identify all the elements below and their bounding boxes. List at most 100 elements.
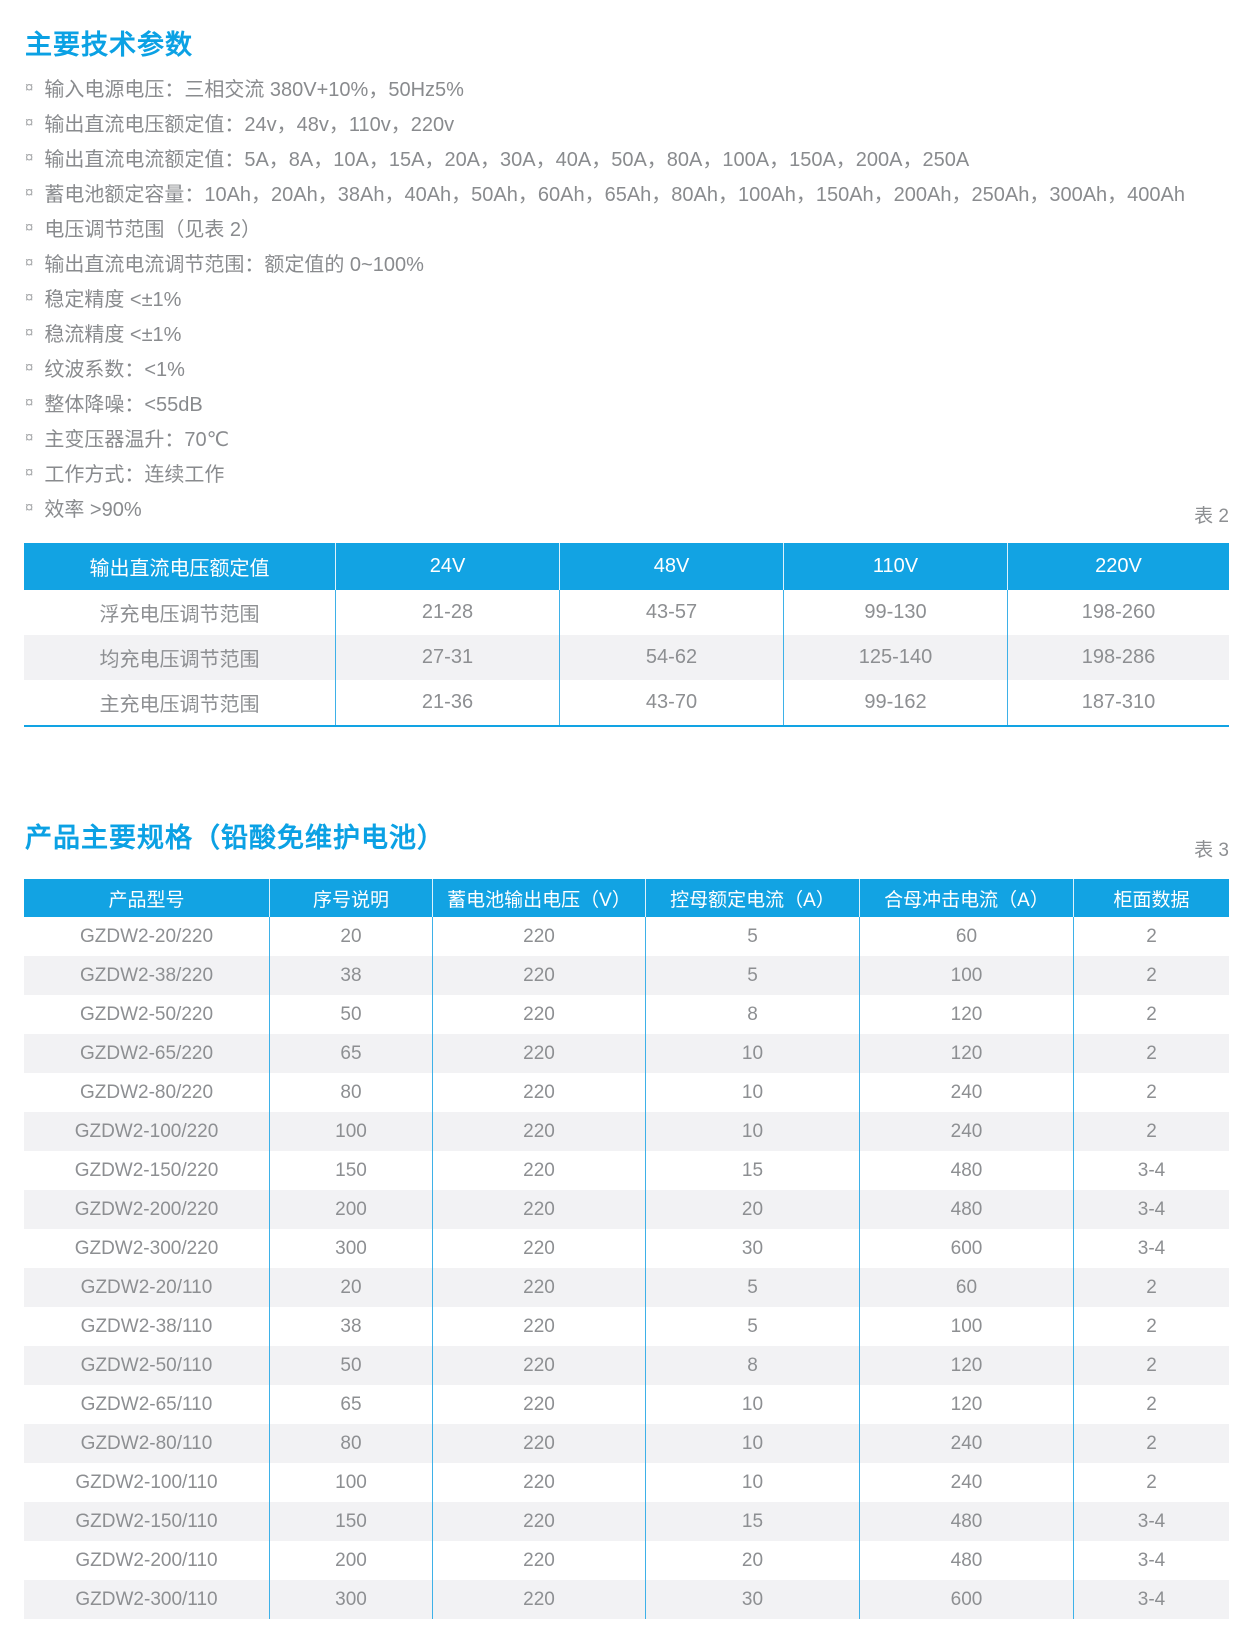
table2-cell: 99-130 xyxy=(783,590,1007,635)
spec-bullet-item: ¤ 工作方式：连续工作 xyxy=(25,455,1226,490)
table3-cell: 220 xyxy=(432,1151,645,1190)
table3-row: GZDW2-150/220 150 220 15 480 3-4 xyxy=(24,1151,1229,1190)
table3-row: GZDW2-65/110 65 220 10 120 2 xyxy=(24,1385,1229,1424)
table2-header-cell: 48V xyxy=(559,543,783,590)
table3-row: GZDW2-80/110 80 220 10 240 2 xyxy=(24,1424,1229,1463)
table3-cell: GZDW2-150/220 xyxy=(74,1159,219,1181)
table3-cell: 3-4 xyxy=(1073,1580,1229,1619)
table3-cell: 480 xyxy=(859,1541,1073,1580)
table3-cell: 60 xyxy=(859,917,1073,956)
table2-row: 均充电压调节范围 27-31 54-62 125-140 198-286 xyxy=(24,635,1229,680)
bullet-icon: ¤ xyxy=(25,464,34,481)
table3-cell: GZDW2-300/220 xyxy=(74,1237,219,1259)
table3-cell: 220 xyxy=(432,1034,645,1073)
spec-bullet-item: ¤ 输出直流电压额定值：24v，48v，110v，220v xyxy=(25,105,1226,140)
table2-label: 表 2 xyxy=(1194,506,1229,527)
table3-cell: GZDW2-100/220 xyxy=(24,1112,269,1151)
table3-cell: 200 xyxy=(269,1541,432,1580)
table3-cell: 50 xyxy=(269,1346,432,1385)
table3-cell: 38 xyxy=(269,956,432,995)
table3-cell: GZDW2-50/110 xyxy=(24,1346,269,1385)
table3-cell: 240 xyxy=(859,1112,1073,1151)
table3-cell: 480 xyxy=(859,1151,1073,1190)
spec-bullet-item: ¤ 稳流精度 <±1% xyxy=(25,315,1226,350)
table3-cell: GZDW2-20/220 xyxy=(79,925,214,947)
spec-bullet-item: ¤ 稳定精度 <±1% xyxy=(25,280,1226,315)
spec-bullet-item: ¤ 蓄电池额定容量：10Ah，20Ah，38Ah，40Ah，50Ah，60Ah，6… xyxy=(25,175,1226,210)
table3-cell: 5 xyxy=(645,917,859,956)
spec-bullet-text: 纹波系数：<1% xyxy=(44,359,185,381)
spec-bullet-item: ¤ 效率 >90% xyxy=(25,490,1226,525)
spec-bullet-text: 主变压器温升：70℃ xyxy=(44,429,230,451)
table3-cell: 220 xyxy=(432,1541,645,1580)
spec-bullet-item: ¤ 纹波系数：<1% xyxy=(25,350,1226,385)
table3-cell: 10 xyxy=(645,1073,859,1112)
table3-cell: 10 xyxy=(645,1463,859,1502)
table3-cell: GZDW2-65/220 xyxy=(24,1034,269,1073)
table3-cell: 3-4 xyxy=(1073,1190,1229,1229)
table3-cell: 2 xyxy=(1073,1034,1229,1073)
table3-cell: 220 xyxy=(432,1385,645,1424)
table3-cell: 60 xyxy=(859,1268,1073,1307)
spec-bullet-text: 效率 >90% xyxy=(44,499,142,521)
table3-cell: 300 xyxy=(269,1580,432,1619)
table3-cell: 220 xyxy=(432,1463,645,1502)
table3-cell: GZDW2-38/110 xyxy=(80,1315,213,1337)
table2-header-cell: 220V xyxy=(1007,543,1229,590)
table3-cell: 480 xyxy=(859,1190,1073,1229)
table2-cell: 54-62 xyxy=(559,635,783,680)
table3-cell: 3-4 xyxy=(1073,1541,1229,1580)
table3-cell: 220 xyxy=(432,1424,645,1463)
spec-bullet-text: 蓄电池额定容量：10Ah，20Ah，38Ah，40Ah，50Ah，60Ah，65… xyxy=(44,184,1186,206)
table2-cell: 27-31 xyxy=(335,635,559,680)
table3-cell: 220 xyxy=(432,1112,645,1151)
table2-header-row: 输出直流电压额定值 24V 48V 110V 220V xyxy=(24,543,1229,590)
table3-cell: 3-4 xyxy=(1073,1229,1229,1268)
table3-cell: 5 xyxy=(645,956,859,995)
table3-cell: 2 xyxy=(1073,1268,1229,1307)
table3-cell: 80 xyxy=(269,1424,432,1463)
table3-cell: 120 xyxy=(859,1346,1073,1385)
spec-bullet-list: ¤ 输入电源电压：三相交流 380V+10%，50Hz5% ¤ 输出直流电压额定值：2… xyxy=(25,70,1226,525)
spec-bullet-text: 整体降噪：<55dB xyxy=(44,394,203,416)
table3-cell: 220 xyxy=(432,917,645,956)
table2-row: 主充电压调节范围 21-36 43-70 99-162 187-310 xyxy=(24,680,1229,725)
table3-cell: 20 xyxy=(645,1190,859,1229)
table3-header-cell: 柜面数据 xyxy=(1073,879,1229,917)
table2-cell: 43-57 xyxy=(559,590,783,635)
table3-cell: 2 xyxy=(1073,1463,1229,1502)
bullet-icon: ¤ xyxy=(25,429,34,446)
table3-cell: 38 xyxy=(269,1307,432,1346)
table3-cell: GZDW2-100/110 xyxy=(75,1471,218,1493)
table3-cell: 200 xyxy=(269,1190,432,1229)
table2-cell: 99-162 xyxy=(783,680,1007,725)
bullet-icon: ¤ xyxy=(25,254,34,271)
table3-cell: 220 xyxy=(432,1229,645,1268)
bullet-icon: ¤ xyxy=(25,79,34,96)
table3-cell: 120 xyxy=(859,995,1073,1034)
table3-cell: 240 xyxy=(859,1073,1073,1112)
bullet-icon: ¤ xyxy=(25,219,34,236)
spec-bullet-text: 稳定精度 <±1% xyxy=(44,289,182,311)
table3-cell: 300 xyxy=(269,1229,432,1268)
table3-cell: GZDW2-200/110 xyxy=(75,1549,218,1571)
table3-cell: 220 xyxy=(432,1268,645,1307)
table3-header-row: 产品型号 序号说明 蓄电池输出电压（V） 控母额定电流（A） 合母冲击电流（A） 柜面数据 xyxy=(24,879,1229,917)
section-title-main-params: 主要技术参数 xyxy=(25,30,193,60)
table3-row: GZDW2-38/220 38 220 5 100 2 xyxy=(24,956,1229,995)
bullet-icon: ¤ xyxy=(25,324,34,341)
table2-cell: 浮充电压调节范围 xyxy=(99,604,260,626)
table3-cell: 20 xyxy=(269,1268,432,1307)
bullet-icon: ¤ xyxy=(25,394,34,411)
table2-cell: 125-140 xyxy=(783,635,1007,680)
spec-bullet-item: ¤ 输入电源电压：三相交流 380V+10%，50Hz5% xyxy=(25,70,1226,105)
table3-cell: 220 xyxy=(432,1307,645,1346)
spec-bullet-text: 电压调节范围（见表 2） xyxy=(44,219,262,241)
table3-cell: GZDW2-80/110 xyxy=(24,1424,269,1463)
table3-cell: 8 xyxy=(645,995,859,1034)
table2-cell: 21-36 xyxy=(335,680,559,725)
table3-cell: 120 xyxy=(859,1034,1073,1073)
table2-cell: 43-70 xyxy=(559,680,783,725)
table3-row: GZDW2-50/110 50 220 8 120 2 xyxy=(24,1346,1229,1385)
table2-cell: 主充电压调节范围 xyxy=(99,694,260,716)
